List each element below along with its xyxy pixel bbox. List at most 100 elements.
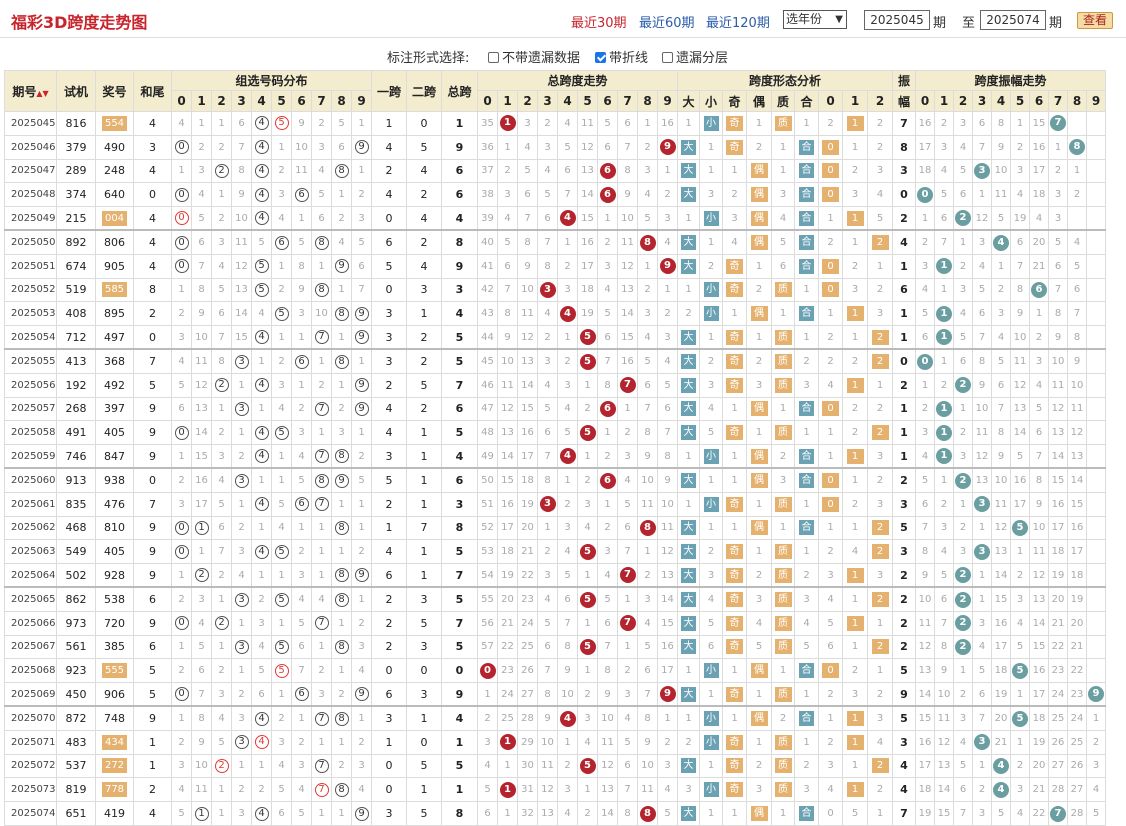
form-cell: 2 [842, 420, 868, 446]
zhenfu-cell: 1 [892, 396, 916, 422]
kua1-cell: 5 [371, 253, 407, 279]
form-cell: 2 [746, 563, 772, 588]
total-cell: 13 [497, 420, 518, 446]
checkbox-checked-icon[interactable] [595, 52, 606, 63]
prize-cell: 748 [95, 705, 134, 731]
form-tag: 奇 [726, 544, 743, 560]
amp-cell: 5 [972, 658, 992, 684]
total-cell: 8 [617, 801, 638, 826]
amp-cell [1086, 467, 1106, 493]
form-tag: 小 [703, 496, 719, 512]
kua1-cell: 3 [371, 348, 407, 374]
group-cell: 1 [171, 563, 192, 588]
group-cell: 11 [291, 158, 312, 184]
form-value: 2 [827, 117, 834, 129]
form-cell: 1 [771, 801, 795, 826]
amp-ball: 1 [936, 258, 952, 275]
option-no-missing[interactable]: 不带遗漏数据 [488, 47, 580, 66]
amp-ball: 3 [974, 496, 990, 513]
group-cell: 1 [331, 491, 352, 517]
group-cell: 3 [191, 158, 212, 184]
form-cell: 合 [794, 253, 819, 279]
recent-60-link[interactable]: 最近60期 [639, 16, 695, 31]
hewei-cell: 5 [133, 372, 172, 398]
form-cell: 1 [842, 563, 868, 588]
form-cell: 2 [867, 325, 893, 350]
form-cell: 3 [794, 372, 819, 398]
group-cell: 1 [191, 801, 212, 826]
form-cell: 1 [746, 325, 772, 350]
total-cell: 2 [657, 729, 678, 755]
to-period-input[interactable]: 2025074 [980, 10, 1046, 30]
amp-digit-header: 5 [1010, 90, 1030, 112]
amp-cell: 3 [915, 253, 935, 279]
group-cell: 2 [351, 182, 372, 208]
group-cell: 9 [351, 372, 372, 398]
recent-30-link[interactable]: 最近30期 [571, 16, 627, 31]
form-cell: 奇 [722, 372, 747, 398]
prize-badge: 434 [101, 734, 128, 750]
form-cell: 1 [746, 682, 772, 707]
kua2-cell: 1 [406, 444, 442, 469]
checkbox-icon[interactable] [488, 52, 499, 63]
form-value: 1 [851, 331, 859, 343]
group-cell: 9 [351, 801, 372, 826]
amp-cell [1086, 634, 1106, 660]
group-cell: 9 [351, 396, 372, 422]
form-value: 1 [803, 736, 810, 748]
recent-120-link[interactable]: 最近120期 [706, 16, 770, 31]
form-cell: 偶 [746, 301, 772, 327]
form-cell: 1 [677, 206, 700, 231]
amp-cell: 6 [1029, 420, 1049, 446]
form-value: 1 [685, 450, 692, 462]
amp-cell: 7 [991, 396, 1011, 422]
form-value: 1 [755, 331, 763, 343]
amp-cell: 3 [953, 705, 973, 731]
amp-cell: 10 [1067, 372, 1087, 398]
total-cell: 22 [517, 563, 538, 588]
query-button[interactable]: 查看 [1077, 12, 1113, 29]
year-select[interactable]: 选年份 ▼ [783, 10, 847, 29]
form-cell: 1 [867, 801, 893, 826]
total-cell: 5 [577, 753, 598, 779]
form-tag: 1 [846, 782, 864, 798]
group-cell: 1 [291, 206, 312, 231]
total-cell: 1 [597, 420, 618, 446]
total-cell: 6 [517, 182, 538, 208]
total-cell: 4 [577, 729, 598, 755]
form-tag: 质 [774, 758, 792, 774]
form-cell: 1 [699, 467, 723, 493]
from-period-input[interactable]: 2025045 [864, 10, 930, 30]
amp-cell [1086, 515, 1106, 541]
total-cell: 5 [577, 634, 598, 660]
kua2-cell: 5 [406, 753, 442, 779]
option-layered[interactable]: 遗漏分层 [662, 47, 728, 66]
form-value: 1 [876, 665, 884, 677]
total-cell: 29 [517, 729, 538, 755]
form-cell: 2 [818, 682, 843, 707]
form-tag: 质 [774, 496, 792, 512]
form-cell: 1 [771, 134, 795, 160]
group-cell: 2 [271, 705, 292, 731]
amp-cell: 6 [953, 777, 973, 803]
total-cell: 8 [657, 444, 678, 469]
total-cell: 6 [617, 111, 638, 136]
total-ball: 7 [619, 567, 636, 584]
option-layered-label: 遗漏分层 [676, 51, 729, 66]
total-cell: 1 [557, 229, 578, 255]
option-line[interactable]: 带折线 [595, 47, 648, 66]
group-cell: 0 [171, 253, 192, 279]
period-header[interactable]: 期号▲▼ [4, 70, 57, 112]
table-row: 2025048 374 640 0 0 4 1 9 4 3 6 5 1 2 4 2 6 38 3 6 5 7 14 6 9 4 2 大… [4, 182, 1106, 208]
amp-ball: 0 [917, 186, 933, 203]
group-cell: 2 [171, 301, 192, 327]
zhenfu-cell: 8 [892, 134, 916, 160]
form-value: 1 [685, 284, 692, 296]
amp-cell: 10 [1010, 325, 1030, 350]
checkbox-icon[interactable] [662, 52, 673, 63]
form-value: 1 [755, 688, 763, 700]
sort-icon[interactable]: ▲▼ [36, 88, 49, 98]
total-cell: 11 [497, 372, 518, 398]
group-cell: 7 [191, 682, 212, 707]
total-cell: 39 [477, 206, 498, 231]
